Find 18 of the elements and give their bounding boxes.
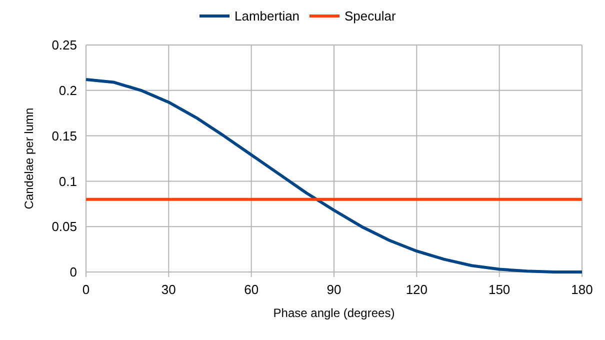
x-tick-label: 180 bbox=[571, 282, 593, 297]
x-axis-title: Phase angle (degrees) bbox=[273, 306, 395, 320]
line-series bbox=[84, 78, 584, 274]
x-tick-label: 0 bbox=[82, 282, 90, 297]
y-tick-label: 0.1 bbox=[58, 174, 77, 189]
x-tick-label: 60 bbox=[244, 282, 259, 297]
y-tick-label: 0.25 bbox=[52, 38, 77, 53]
y-axis-title: Candelae per lumn bbox=[22, 108, 36, 210]
legend-label: Lambertian bbox=[234, 8, 300, 24]
legend-label: Specular bbox=[344, 8, 396, 24]
y-tick-label: 0.15 bbox=[52, 128, 77, 144]
y-tick-label: 0.2 bbox=[58, 82, 77, 98]
y-tick-label: 0 bbox=[70, 264, 77, 280]
x-tick-label: 120 bbox=[406, 282, 428, 297]
y-tick-label: 0.05 bbox=[52, 219, 77, 234]
x-tick-label: 30 bbox=[161, 282, 176, 297]
x-tick-label: 90 bbox=[326, 282, 342, 297]
x-tick-label: 150 bbox=[488, 282, 510, 297]
